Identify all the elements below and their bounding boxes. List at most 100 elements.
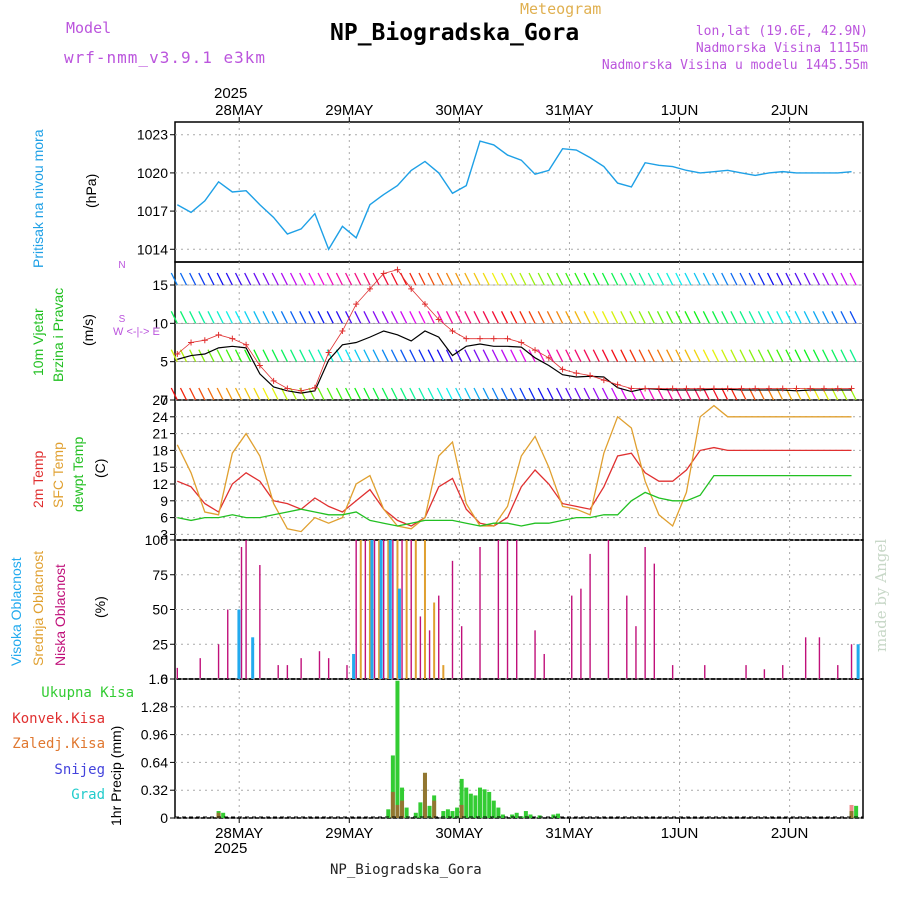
wind-tick-label: 5 bbox=[160, 354, 168, 370]
precip-tick-label: 1.6 bbox=[149, 671, 169, 687]
wind-barb bbox=[647, 272, 655, 286]
precip-total-bar bbox=[854, 805, 859, 818]
wind-barb bbox=[455, 387, 463, 401]
wind-barb bbox=[335, 272, 343, 286]
wind-barb bbox=[225, 311, 233, 324]
wind-barb bbox=[730, 311, 738, 324]
wind-barb bbox=[693, 311, 701, 324]
wind-barb bbox=[381, 387, 389, 401]
x-label-top: 2JUN bbox=[771, 102, 809, 119]
precip-total-bar bbox=[491, 800, 496, 818]
wind-barb bbox=[803, 272, 811, 286]
x-label-top: 30MAY bbox=[435, 102, 483, 119]
precip-tick-label: 0.96 bbox=[141, 727, 168, 743]
wind-barb bbox=[849, 349, 857, 362]
wind-barb bbox=[592, 349, 600, 362]
wind-barb bbox=[840, 311, 848, 324]
wind-barb bbox=[491, 349, 499, 362]
wind-barb bbox=[794, 272, 802, 286]
wind-barb bbox=[317, 311, 325, 324]
wind-barb bbox=[345, 349, 353, 362]
wind-barb bbox=[730, 272, 738, 286]
cloud-tick-label: 75 bbox=[152, 567, 168, 583]
wind-barb bbox=[372, 272, 380, 286]
precip-total-bar bbox=[464, 787, 469, 818]
wind-barb bbox=[216, 311, 224, 324]
precip-total-bar bbox=[395, 680, 400, 818]
wind-barb bbox=[666, 311, 674, 324]
wind-barb bbox=[757, 272, 765, 286]
wind-barb bbox=[244, 311, 252, 324]
cloud-tick-label: 25 bbox=[152, 636, 168, 652]
wind-barb bbox=[601, 311, 610, 324]
wind-barb bbox=[390, 349, 399, 362]
wind-barb bbox=[473, 387, 481, 401]
wind-barb bbox=[445, 311, 454, 324]
precip-total-bar bbox=[459, 778, 464, 818]
wind-barb bbox=[702, 272, 710, 286]
pressure-title: Pritisak na nivou mora bbox=[30, 129, 46, 268]
wind-barb bbox=[400, 311, 408, 324]
wind-barb bbox=[500, 311, 509, 324]
model-elevation-label: Nadmorska Visina u modelu 1445.55m bbox=[601, 58, 868, 73]
wind-barb bbox=[812, 311, 821, 324]
wind-barb bbox=[345, 387, 353, 401]
wind-barb bbox=[326, 272, 334, 286]
wind-barb bbox=[464, 387, 472, 401]
wind-barb bbox=[262, 349, 270, 362]
wind-barb bbox=[234, 311, 243, 324]
wind-title-text: 10m Vjetar bbox=[30, 308, 46, 376]
wind-barb bbox=[207, 387, 215, 401]
wind-barb bbox=[555, 349, 564, 362]
wind-barb bbox=[519, 387, 527, 401]
precip-unit: 1hr Precip (mm) bbox=[108, 725, 124, 826]
wind-barb bbox=[574, 272, 582, 286]
wind-barb bbox=[491, 311, 499, 324]
wind-barb bbox=[528, 387, 536, 401]
wind-barb bbox=[170, 349, 178, 362]
precip-total-bar bbox=[427, 805, 432, 818]
wind-barb bbox=[840, 272, 848, 286]
wind-barb bbox=[445, 272, 454, 286]
wind-barb bbox=[574, 311, 582, 324]
wind-barb bbox=[721, 272, 729, 286]
wind-barb bbox=[592, 272, 600, 286]
wind-barb bbox=[464, 272, 472, 286]
year-top: 2025 bbox=[214, 85, 248, 102]
precip-total-bar bbox=[468, 793, 473, 818]
temp-line-1 bbox=[176, 404, 852, 533]
wind-barb bbox=[179, 387, 188, 401]
wind-barb bbox=[629, 311, 637, 324]
wind-barb bbox=[482, 349, 490, 362]
wind-barb bbox=[684, 272, 692, 286]
wind-barb bbox=[620, 311, 628, 324]
wind-barb bbox=[546, 311, 554, 324]
wind-barb bbox=[675, 272, 683, 286]
wind-barb bbox=[500, 387, 509, 401]
wind-barb bbox=[555, 387, 564, 401]
temp-tick-label: 24 bbox=[152, 409, 168, 425]
wind-barb bbox=[455, 349, 463, 362]
wind-barb bbox=[519, 349, 527, 362]
wind-barb bbox=[748, 349, 756, 362]
wind-barb bbox=[592, 311, 600, 324]
precip-total-bar bbox=[482, 789, 487, 818]
temp-tick-label: 21 bbox=[152, 426, 168, 442]
model-label: Model bbox=[66, 19, 112, 37]
wind-barb bbox=[702, 349, 710, 362]
precip-convective-bar bbox=[432, 800, 437, 818]
precip-convective-bar bbox=[395, 804, 400, 818]
precip-total-bar bbox=[487, 791, 492, 818]
wind-barb bbox=[537, 387, 545, 401]
wind-tick-label: 10 bbox=[152, 315, 168, 331]
wind-barb bbox=[693, 349, 701, 362]
wind-barb bbox=[271, 387, 279, 401]
station-title: NP_Biogradska_Gora bbox=[330, 20, 580, 46]
precip-total-bar bbox=[523, 811, 528, 818]
wind-barb bbox=[299, 311, 307, 324]
wind-barb bbox=[611, 387, 619, 401]
wind-title-text-2: Brzina i Pravac bbox=[50, 287, 66, 382]
wind-barb bbox=[179, 311, 188, 324]
wind-barb bbox=[244, 349, 252, 362]
wind-barb bbox=[198, 387, 206, 401]
